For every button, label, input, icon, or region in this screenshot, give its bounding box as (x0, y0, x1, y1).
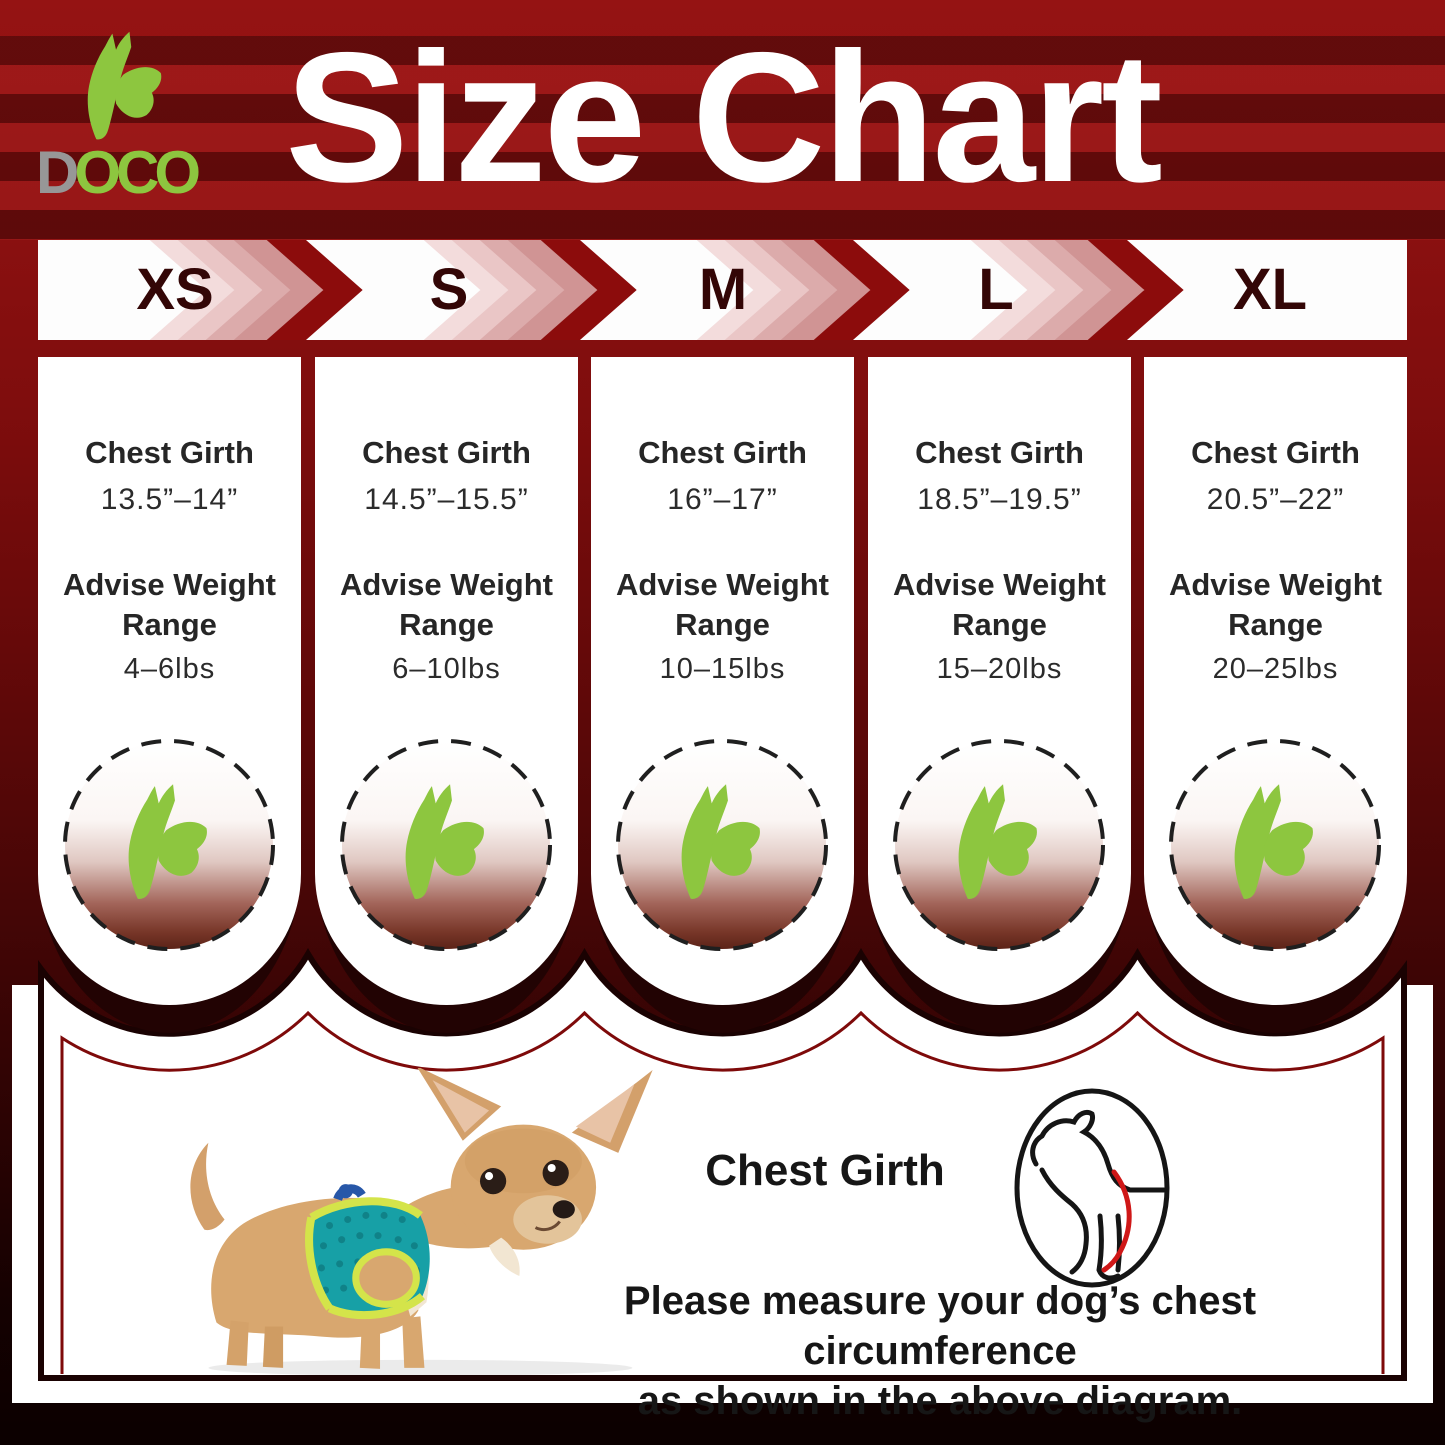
size-column-m: Chest Girth 16”–17” Advise Weight Range … (591, 357, 854, 1033)
chest-girth-diagram-icon (1014, 1088, 1170, 1288)
dog-badge (340, 739, 552, 951)
dog-badge (1169, 739, 1381, 951)
size-column-l: Chest Girth 18.5”–19.5” Advise Weight Ra… (868, 357, 1131, 1033)
measure-line (1101, 1169, 1132, 1273)
dog-tail (190, 1142, 225, 1231)
column-card: Chest Girth 14.5”–15.5” Advise Weight Ra… (315, 357, 578, 1005)
advise-weight-label: Advise Weight Range (1168, 567, 1383, 642)
chest-girth-label: Chest Girth (1191, 435, 1360, 470)
weight-range-value: 20–25lbs (1212, 653, 1339, 685)
dog-badge (893, 739, 1105, 951)
weight-range-value: 4–6lbs (123, 653, 216, 685)
size-label-xl: XL (1232, 257, 1308, 322)
column-card: Chest Girth 13.5”–14” Advise Weight Rang… (38, 357, 301, 1005)
size-band: XS S M L XL (38, 240, 1407, 340)
chest-girth-label: Chest Girth (85, 435, 254, 470)
doco-letters-oco: OCO (74, 139, 201, 206)
dog-badge (63, 739, 275, 951)
size-label-s: S (429, 257, 469, 322)
column-card: Chest Girth 16”–17” Advise Weight Range … (591, 357, 854, 1005)
size-label-xs: XS (136, 257, 214, 322)
chevron-separator (696, 240, 910, 340)
chest-girth-value: 18.5”–19.5” (917, 483, 1082, 516)
doco-logo: DOCO (36, 30, 266, 207)
size-column-xl: Chest Girth 20.5”–22” Advise Weight Rang… (1144, 357, 1407, 1033)
doco-dog-icon (87, 31, 162, 140)
panel-inner-line (60, 1010, 1385, 1374)
measure-label: Chest Girth (705, 1146, 945, 1195)
size-label-l: L (978, 257, 1014, 322)
panel-right-margin (1407, 985, 1433, 1403)
measure-note: Please measure your dog’s chest circumfe… (530, 1276, 1350, 1426)
panel-left-margin (12, 985, 38, 1403)
chevron-separator (970, 240, 1184, 340)
chest-girth-value: 13.5”–14” (100, 483, 239, 516)
chest-girth-value: 16”–17” (667, 483, 778, 516)
size-column-s: Chest Girth 14.5”–15.5” Advise Weight Ra… (315, 357, 578, 1033)
column-card: Chest Girth 18.5”–19.5” Advise Weight Ra… (868, 357, 1131, 1005)
panel-bottom-margin (12, 1381, 1433, 1403)
harness-trim (305, 1197, 426, 1320)
weight-range-value: 10–15lbs (659, 653, 786, 685)
doco-wordmark: DOCO (36, 138, 266, 207)
size-label-m: M (698, 257, 748, 322)
doco-letter-d: D (36, 139, 79, 206)
advise-weight-label: Advise Weight Range (892, 567, 1107, 642)
weight-range-value: 6–10lbs (392, 653, 501, 685)
dog-badge (616, 739, 828, 951)
advise-weight-label: Advise Weight Range (339, 567, 554, 642)
dog-nose (552, 1200, 575, 1219)
page-title: Size Chart (285, 15, 1163, 221)
diagram-dog-outline (1030, 1109, 1167, 1193)
chest-girth-label: Chest Girth (638, 435, 807, 470)
size-column-xs: Chest Girth 13.5”–14” Advise Weight Rang… (38, 357, 301, 1033)
measure-note-line2: as shown in the above diagram. (637, 1379, 1243, 1423)
chevron-separator (149, 240, 363, 340)
chest-girth-label: Chest Girth (915, 435, 1084, 470)
chest-girth-label: Chest Girth (362, 435, 531, 470)
header-stripes (0, 36, 1445, 240)
measure-note-line1: Please measure your dog’s chest circumfe… (623, 1279, 1257, 1373)
chest-girth-value: 20.5”–22” (1206, 483, 1345, 516)
chest-girth-value: 14.5”–15.5” (364, 483, 529, 516)
column-card: Chest Girth 20.5”–22” Advise Weight Rang… (1144, 357, 1407, 1005)
chevron-separator (423, 240, 637, 340)
advise-weight-label: Advise Weight Range (615, 567, 830, 642)
chihuahua-photo (190, 1068, 653, 1376)
weight-range-value: 15–20lbs (936, 653, 1063, 685)
advise-weight-label: Advise Weight Range (62, 567, 277, 642)
